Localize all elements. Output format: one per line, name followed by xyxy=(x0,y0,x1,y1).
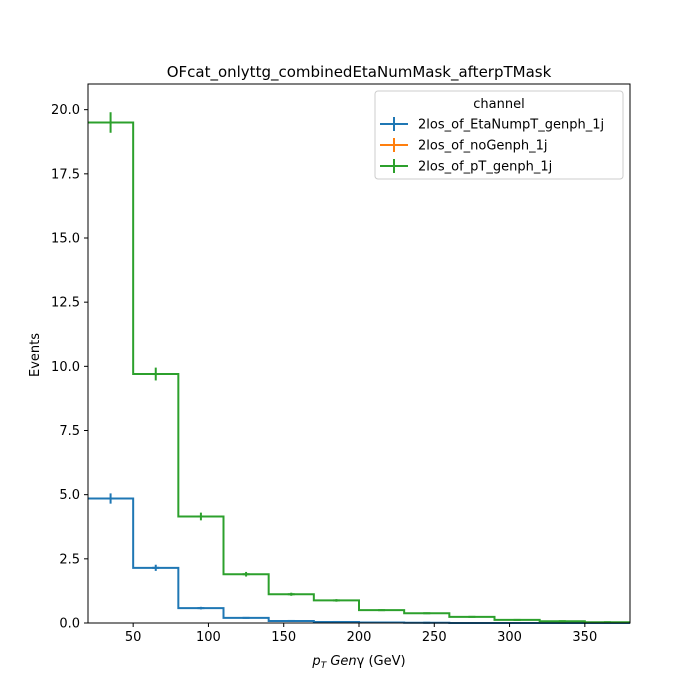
x-tick-label: 200 xyxy=(347,630,372,645)
y-tick-label: 0.0 xyxy=(59,617,80,632)
y-tick-label: 17.5 xyxy=(51,167,80,182)
x-tick-label: 300 xyxy=(497,630,522,645)
x-tick-label: 250 xyxy=(422,630,447,645)
x-tick-label: 50 xyxy=(125,630,142,645)
series-2 xyxy=(88,112,630,624)
y-tick-label: 20.0 xyxy=(51,103,80,118)
legend-title: channel xyxy=(473,97,524,112)
legend: channel 2los_of_EtaNumpT_genph_1j2los_of… xyxy=(374,90,624,180)
chart-title: OFcat_onlyttg_combinedEtaNumMask_afterpT… xyxy=(167,63,552,82)
series-step-line xyxy=(88,121,630,624)
legend-label: 2los_of_pT_genph_1j xyxy=(418,160,552,175)
y-tick-label: 5.0 xyxy=(59,488,80,503)
legend-entry: 2los_of_pT_genph_1j xyxy=(380,159,552,175)
x-tick-label: 100 xyxy=(196,630,221,645)
y-tick-label: 7.5 xyxy=(59,424,80,439)
x-axis-label: pT Genγ (GeV) xyxy=(311,654,405,671)
x-tick-label: 350 xyxy=(572,630,597,645)
legend-entry: 2los_of_EtaNumpT_genph_1j xyxy=(380,117,604,133)
y-tick-label: 10.0 xyxy=(51,360,80,375)
legend-label: 2los_of_EtaNumpT_genph_1j xyxy=(418,118,604,133)
legend-entries: 2los_of_EtaNumpT_genph_1j 2los_of_noGenph… xyxy=(380,117,604,175)
y-axis: 0.0 2.5 5.0 7.5 10.0 12.5 15.0 17.5 20.0 xyxy=(51,103,88,632)
x-axis: 50 100 150 200 250 300 350 xyxy=(125,623,597,645)
y-tick-label: 2.5 xyxy=(59,552,80,567)
legend-entry: 2los_of_noGenph_1j xyxy=(380,138,548,154)
legend-box xyxy=(374,90,624,180)
y-tick-label: 15.0 xyxy=(51,232,80,247)
legend-label: 2los_of_noGenph_1j xyxy=(418,139,548,154)
y-axis-label: Events xyxy=(28,333,43,377)
y-tick-label: 12.5 xyxy=(51,296,80,311)
x-tick-label: 150 xyxy=(271,630,296,645)
